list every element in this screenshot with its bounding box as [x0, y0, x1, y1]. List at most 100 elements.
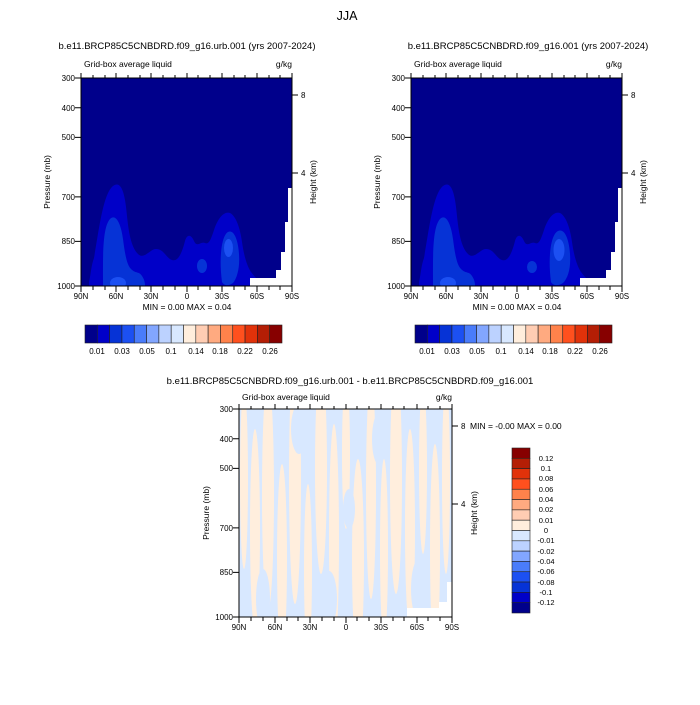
- colorbar-swatch: [511, 447, 531, 459]
- panel1-subtitle: Grid-box average liquid: [84, 59, 172, 69]
- panel3-minmax: MIN = -0.00 MAX = 0.00: [470, 421, 562, 431]
- latitude-tick-label: 90S: [615, 292, 629, 301]
- height-tick-label: 8: [461, 422, 466, 431]
- colorbar-swatch: [511, 540, 531, 552]
- colorbar-label: 0.01: [539, 516, 554, 525]
- latitude-tick-label: 0: [515, 292, 520, 301]
- contour-level4: [553, 239, 565, 261]
- latitude-tick-label: 90N: [404, 292, 419, 301]
- colorbar-label: 0.03: [444, 347, 460, 356]
- colorbar-label: 0.14: [518, 347, 534, 356]
- colorbar-swatch: [121, 324, 135, 344]
- contour-level4: [224, 239, 233, 257]
- colorbar-swatch: [511, 478, 531, 490]
- panel3-units: g/kg: [436, 392, 452, 402]
- colorbar-label: 0.1: [541, 464, 551, 473]
- latitude-tick-label: 90S: [285, 292, 299, 301]
- latitude-tick-label: 90N: [74, 292, 89, 301]
- colorbar-label: -0.12: [537, 598, 554, 607]
- panel2-header: b.e11.BRCP85C5CNBDRD.f09_g16.001 (yrs 20…: [408, 41, 649, 52]
- colorbar-swatch: [488, 324, 502, 344]
- antarctica-topography-mask: [580, 188, 622, 286]
- colorbar-swatch: [511, 499, 531, 511]
- colorbar-label: 0.18: [212, 347, 228, 356]
- panel3-colorbar: 0.12 0.1 0.08 0.06 0.04 0.02 0.01 0 -0.0…: [511, 447, 555, 614]
- latitude-tick-label: 30N: [144, 292, 159, 301]
- colorbar-label: -0.06: [537, 567, 554, 576]
- pressure-tick-label: 850: [62, 237, 76, 246]
- pressure-tick-label: 400: [392, 104, 406, 113]
- pressure-tick-label: 700: [62, 193, 76, 202]
- height-tick-label: 8: [301, 91, 306, 100]
- height-tick-label: 4: [461, 500, 466, 509]
- pressure-tick-label: 700: [220, 524, 234, 533]
- colorbar-swatch: [537, 324, 551, 344]
- panel3-subtitle: Grid-box average liquid: [242, 392, 330, 402]
- latitude-tick-label: 90S: [445, 623, 459, 632]
- colorbar-swatch: [511, 458, 531, 469]
- colorbar-label: -0.04: [537, 557, 554, 566]
- panel1-header: b.e11.BRCP85C5CNBDRD.f09_g16.urb.001 (yr…: [59, 41, 316, 52]
- colorbar-swatch: [511, 581, 531, 593]
- panel2-units: g/kg: [606, 59, 622, 69]
- contour-level3: [102, 217, 145, 286]
- latitude-tick-label: 60N: [109, 292, 124, 301]
- panel1-pressure-tick-labels: 300 400 500 700 850 1000: [57, 74, 75, 291]
- colorbar-label: 0.01: [89, 347, 105, 356]
- panel1-latitude-tick-labels: 90N 60N 30N 0 30S 60S 90S: [74, 292, 299, 301]
- panel2-pressure-axis-title: Pressure (mb): [372, 155, 382, 209]
- colorbar-label: 0.06: [539, 485, 554, 494]
- colorbar-label: 0.02: [539, 505, 554, 514]
- colorbar-swatch: [451, 324, 465, 344]
- colorbar-label: 0.1: [495, 347, 507, 356]
- colorbar-swatch: [133, 324, 147, 344]
- latitude-tick-label: 0: [344, 623, 349, 632]
- pressure-tick-label: 1000: [215, 613, 233, 622]
- colorbar-swatch: [550, 324, 564, 344]
- antarctica-topography-mask: [407, 582, 452, 617]
- panel3-height-tick-labels: 8 4: [461, 422, 466, 509]
- colorbar-swatch: [511, 602, 531, 614]
- pressure-tick-label: 1000: [57, 282, 75, 291]
- panel1-colorbar: 0.01 0.03 0.05 0.1 0.14 0.18 0.22 0.26: [84, 324, 283, 356]
- colorbar-label: 0: [544, 526, 548, 535]
- colorbar-swatch: [511, 530, 531, 542]
- colorbar-swatch: [599, 324, 613, 344]
- latitude-tick-label: 60S: [410, 623, 424, 632]
- colorbar-swatch: [207, 324, 221, 344]
- panel1-height-axis-title: Height (km): [308, 160, 318, 204]
- latitude-tick-label: 60N: [268, 623, 283, 632]
- colorbar-label: 0.08: [539, 474, 554, 483]
- panel2-minmax: MIN = 0.00 MAX = 0.04: [473, 302, 562, 312]
- latitude-tick-label: 60S: [250, 292, 264, 301]
- colorbar-swatch: [170, 324, 184, 344]
- height-tick-label: 4: [631, 169, 636, 178]
- pressure-tick-label: 300: [392, 74, 406, 83]
- panel1-minmax: MIN = 0.00 MAX = 0.04: [143, 302, 232, 312]
- colorbar-label: 0.01: [419, 347, 435, 356]
- contour-level2: [89, 184, 260, 286]
- contour-level4: [440, 277, 456, 286]
- colorbar-swatch: [257, 324, 270, 344]
- colorbar-swatch: [511, 592, 531, 603]
- diff-positive-streaks: [240, 409, 450, 617]
- colorbar-label: 0.1: [165, 347, 177, 356]
- panel2-ticks: [405, 73, 628, 292]
- pressure-tick-label: 850: [392, 237, 406, 246]
- colorbar-label: -0.01: [537, 536, 554, 545]
- colorbar-label: 0.22: [237, 347, 253, 356]
- colorbar-label: 0.04: [539, 495, 554, 504]
- colorbar-swatch: [574, 324, 588, 344]
- panel1-height-tick-labels: 8 4: [301, 91, 306, 178]
- latitude-tick-label: 30N: [474, 292, 489, 301]
- colorbar-label: 0.03: [114, 347, 130, 356]
- panel3-height-axis-title: Height (km): [469, 491, 479, 535]
- panel1-units: g/kg: [276, 59, 292, 69]
- colorbar-swatch: [562, 324, 576, 344]
- panel3-ticks: [233, 404, 458, 623]
- panel-top-right: b.e11.BRCP85C5CNBDRD.f09_g16.001 (yrs 20…: [372, 41, 648, 356]
- contour-level3: [432, 217, 475, 286]
- latitude-tick-label: 60S: [580, 292, 594, 301]
- panel2-subtitle: Grid-box average liquid: [414, 59, 502, 69]
- latitude-tick-label: 0: [185, 292, 190, 301]
